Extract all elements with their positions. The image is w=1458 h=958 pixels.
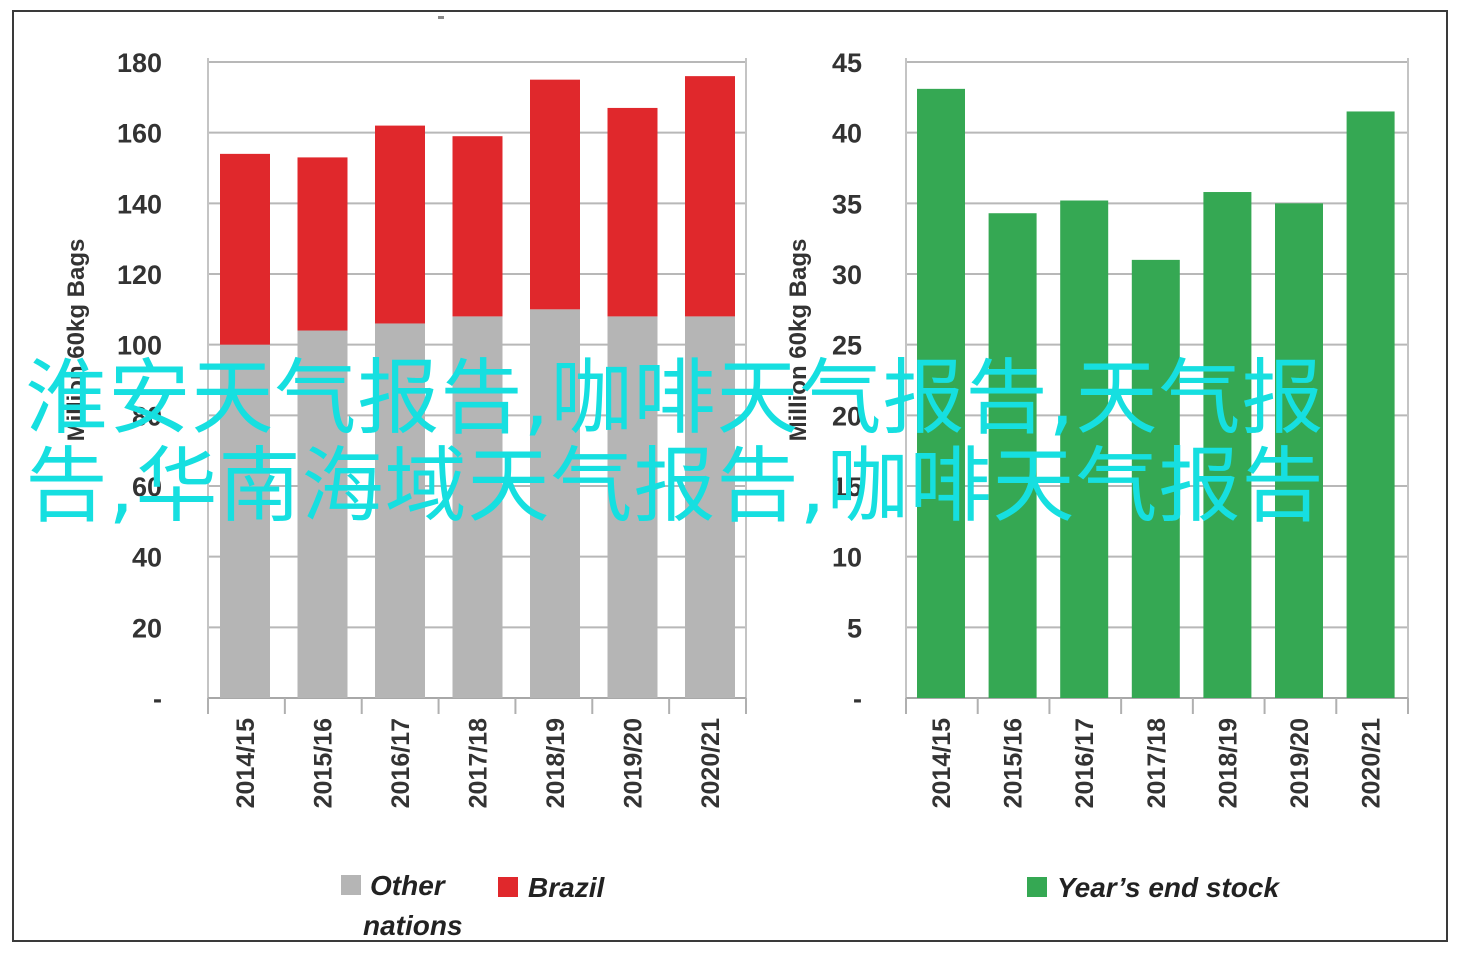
y-tick-label: 40 xyxy=(832,119,862,149)
y-axis-label: Million 60kg Bags xyxy=(785,239,812,442)
bar-brazil xyxy=(530,79,580,310)
legend-label: Other xyxy=(370,870,447,901)
bar-brazil xyxy=(452,136,503,317)
legend-swatch xyxy=(1027,877,1047,897)
x-tick-label: 2018/19 xyxy=(542,718,570,808)
y-tick-label: 5 xyxy=(847,613,862,643)
y-tick-label: 20 xyxy=(832,401,862,431)
y-tick-label: 15 xyxy=(832,472,862,502)
x-tick-label: 2020/21 xyxy=(1358,718,1386,808)
x-tick-label: 2020/21 xyxy=(697,718,725,808)
right-chart: - 5 10 15 20 25 30 35 40 45 2014/15 2015/16 2016/17 2… xyxy=(785,48,1409,903)
y-tick-label: 140 xyxy=(117,189,162,219)
y-tick-label: 160 xyxy=(117,119,162,149)
bar-year-s-end-stock xyxy=(1060,200,1109,699)
y-tick-label: 25 xyxy=(832,331,862,361)
bar-other-nations xyxy=(220,344,270,698)
left-chart: - 20 40 60 80 100 120 140 160 180 2014/15 2015/16 20… xyxy=(63,48,747,941)
bar-year-s-end-stock xyxy=(1346,111,1395,698)
x-tick-label: 2017/18 xyxy=(1143,718,1171,808)
y-tick-label: 30 xyxy=(832,260,862,290)
x-tick-label: 2017/18 xyxy=(465,718,493,808)
bar-other-nations xyxy=(297,330,348,698)
y-tick-label: 80 xyxy=(132,401,162,431)
bar-other-nations xyxy=(375,323,425,698)
bar-brazil xyxy=(375,125,425,324)
bar-brazil xyxy=(297,157,348,331)
y-tick-label: 100 xyxy=(117,331,162,361)
y-tick-label: - xyxy=(153,684,162,714)
y-tick-label: 45 xyxy=(832,48,862,78)
bar-year-s-end-stock xyxy=(1203,192,1252,698)
bar-year-s-end-stock xyxy=(988,213,1037,698)
bar-other-nations xyxy=(530,309,580,698)
bar-brazil xyxy=(685,76,735,317)
y-tick-label: 60 xyxy=(132,472,162,502)
bar-brazil xyxy=(220,153,270,345)
x-tick-label: 2018/19 xyxy=(1214,718,1242,808)
bar-other-nations xyxy=(607,316,658,698)
y-tick-label: 180 xyxy=(117,48,162,78)
legend-label: Brazil xyxy=(528,872,605,903)
legend-swatch xyxy=(341,875,361,895)
bar-year-s-end-stock xyxy=(1275,203,1323,699)
x-tick-label: 2014/15 xyxy=(928,718,956,808)
bar-other-nations xyxy=(685,316,735,698)
x-tick-label: 2014/15 xyxy=(232,718,260,808)
legend-label: Year’s end stock xyxy=(1057,872,1280,903)
x-tick-label: 2019/20 xyxy=(1286,718,1314,808)
x-tick-label: 2015/16 xyxy=(1000,718,1028,808)
x-tick-label: 2015/16 xyxy=(310,718,338,808)
y-tick-label: 10 xyxy=(832,543,862,573)
bar-brazil xyxy=(607,107,658,317)
bar-year-s-end-stock xyxy=(917,88,965,698)
y-axis-label: Million 60kg Bags xyxy=(63,239,90,442)
x-tick-label: 2016/17 xyxy=(1071,718,1099,808)
y-tick-label: 35 xyxy=(832,189,862,219)
y-tick-label: - xyxy=(853,684,862,714)
y-tick-label: 40 xyxy=(132,543,162,573)
top-mark xyxy=(438,16,444,19)
legend-swatch xyxy=(498,877,518,897)
y-tick-label: 120 xyxy=(117,260,162,290)
legend-label-line2: nations xyxy=(363,910,463,941)
x-tick-label: 2016/17 xyxy=(387,718,415,808)
x-tick-label: 2019/20 xyxy=(620,718,648,808)
y-tick-label: 20 xyxy=(132,613,162,643)
bar-other-nations xyxy=(452,316,503,698)
bar-year-s-end-stock xyxy=(1131,259,1180,698)
